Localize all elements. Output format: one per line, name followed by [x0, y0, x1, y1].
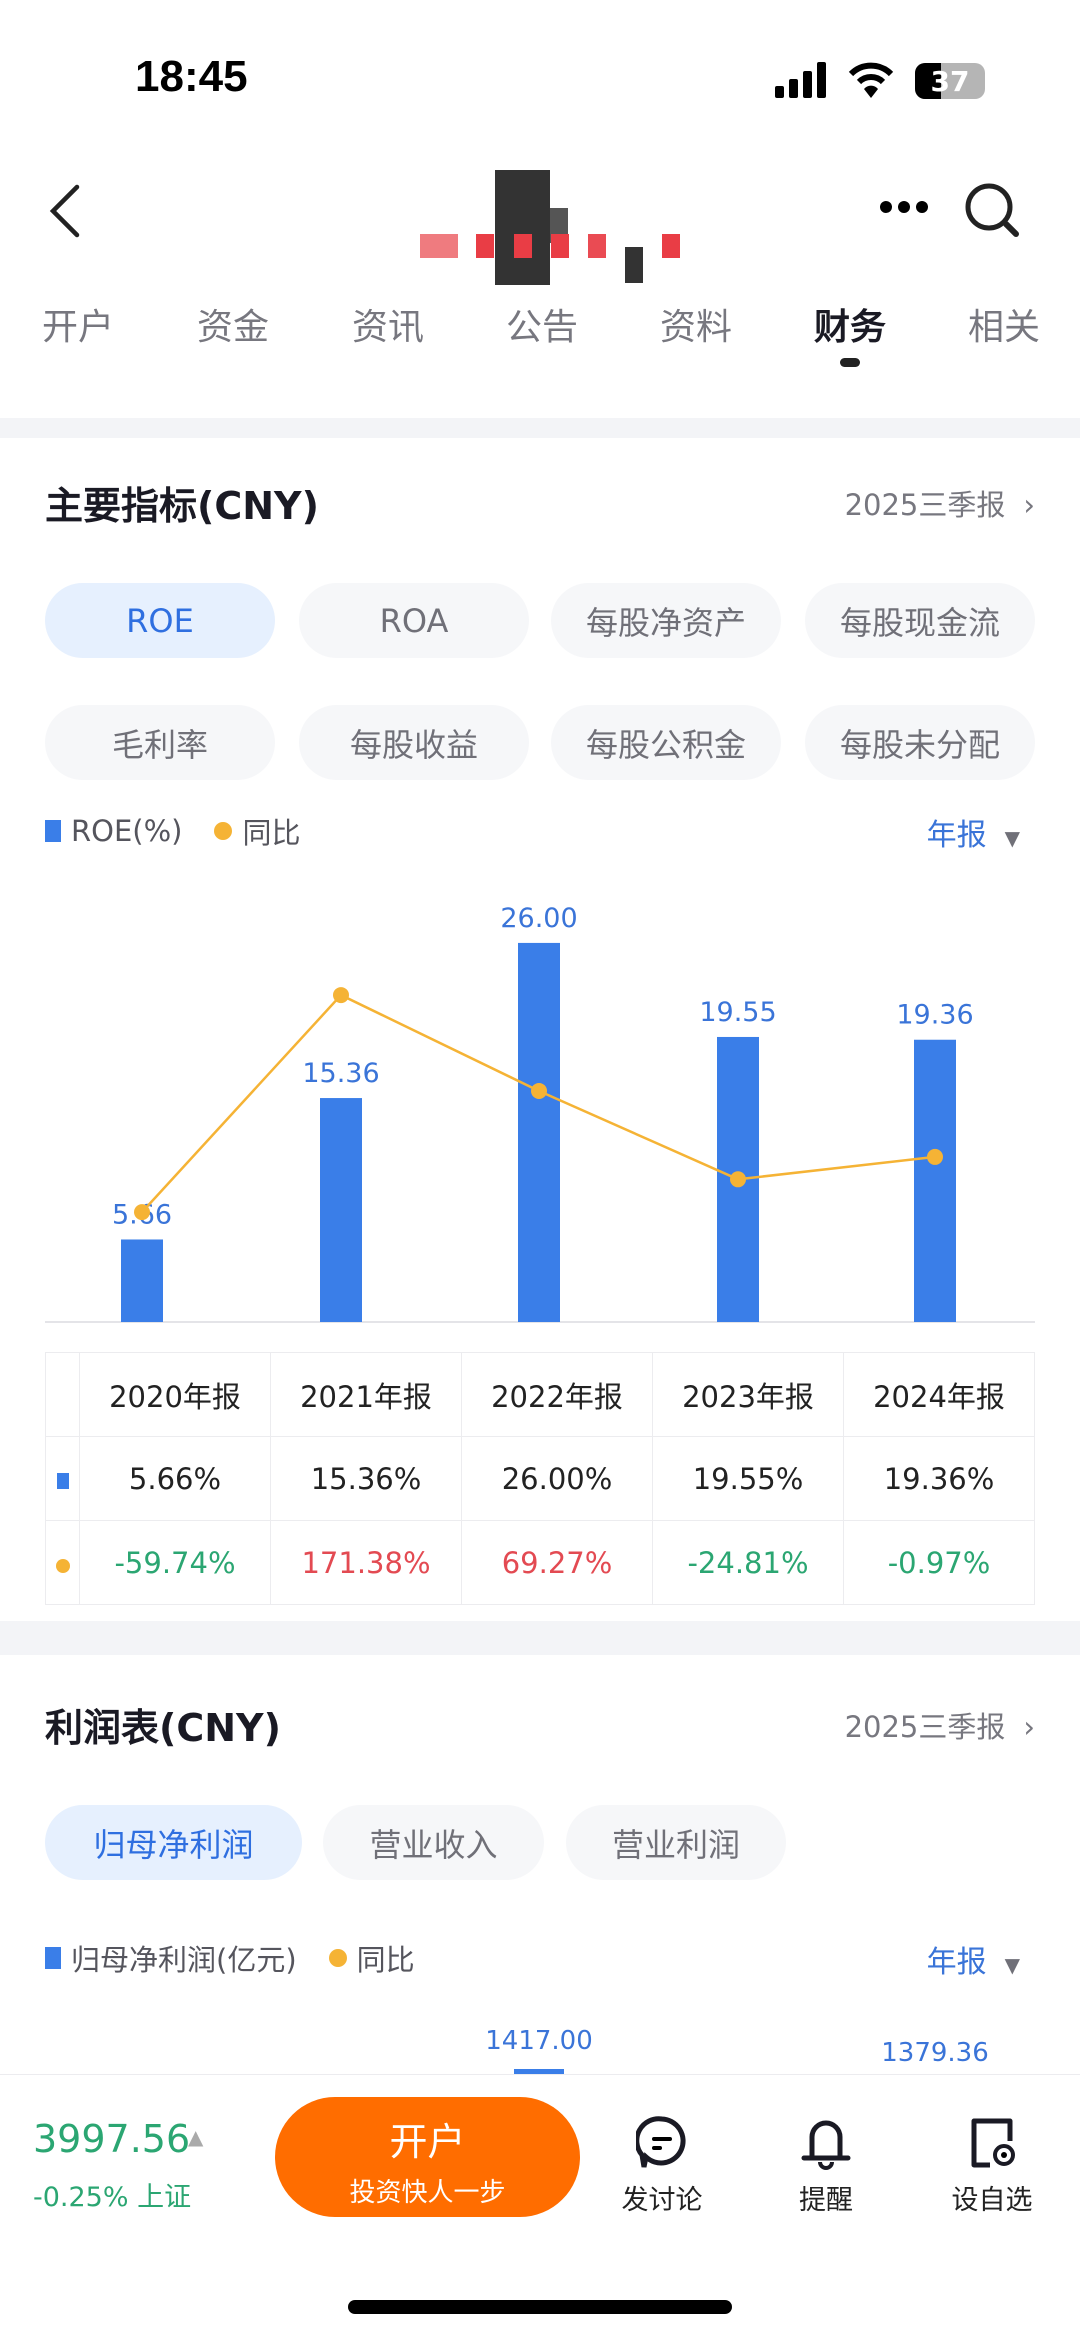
legend-line-swatch [214, 822, 233, 840]
legend-bar-swatch [45, 820, 61, 842]
battery-icon: 37 [915, 63, 985, 99]
table-row-yoy: -59.74% 171.38% 69.27% -24.81% -0.97% [45, 1520, 1035, 1605]
stock-code-redacted [420, 234, 680, 258]
add-watchlist-button[interactable]: 设自选 [942, 2115, 1042, 2217]
search-icon[interactable] [962, 180, 1024, 242]
bar [914, 1039, 956, 1322]
signal-icon [775, 62, 826, 98]
table-cell: -0.97% [843, 1520, 1035, 1605]
tab-open-account[interactable]: 开户 [41, 307, 114, 348]
period-select[interactable]: 年报 ▼ [926, 818, 1020, 853]
chat-icon [634, 2116, 686, 2168]
period-select[interactable]: 年报 ▼ [926, 1945, 1020, 1980]
chip-operating-profit[interactable]: 营业利润 [566, 1805, 786, 1880]
back-icon[interactable] [45, 183, 85, 239]
chart-legend: ROE(%) 同比 [45, 810, 301, 852]
chip-roa[interactable]: ROA [299, 583, 529, 658]
bottom-bar: 3997.56 ▲ -0.25% 上证 开户 投资快人一步 发讨论 提醒 设自选 [0, 2074, 1080, 2341]
yoy-point [927, 1148, 943, 1165]
table-cell: 5.66% [79, 1436, 271, 1521]
section-title: 利润表(CNY) [45, 1706, 281, 1750]
legend-line-swatch [328, 1949, 347, 1967]
active-tab-indicator [840, 358, 860, 367]
chip-net-profit[interactable]: 归母净利润 [45, 1805, 302, 1880]
period-link[interactable]: 2025三季报 › [844, 488, 1035, 522]
table-cell: -24.81% [652, 1520, 844, 1605]
caret-down-icon: ▼ [1004, 1953, 1020, 1977]
section-title: 主要指标(CNY) [45, 484, 319, 528]
more-icon[interactable] [878, 197, 930, 217]
chip-gross-margin[interactable]: 毛利率 [45, 705, 275, 780]
table-header: 2021年报 [270, 1352, 462, 1437]
discuss-button[interactable]: 发讨论 [612, 2115, 712, 2217]
chevron-right-icon: › [1023, 1710, 1035, 1744]
tab-announcements[interactable]: 公告 [505, 307, 578, 348]
home-indicator [348, 2300, 732, 2314]
table-cell: -59.74% [79, 1520, 271, 1605]
chip-eps[interactable]: 每股收益 [299, 705, 529, 780]
bar-swatch-icon [56, 1472, 69, 1489]
section-divider [0, 1621, 1080, 1655]
up-triangle-icon: ▲ [188, 2125, 204, 2149]
tab-finance[interactable]: 财务 [813, 307, 886, 348]
add-watchlist-icon [971, 2118, 1015, 2168]
yoy-point [333, 987, 349, 1004]
chip-roe[interactable]: ROE [45, 583, 275, 658]
yoy-point [134, 1204, 150, 1221]
chart-legend: 归母净利润(亿元) 同比 [45, 1937, 415, 1979]
bar-value-label: 19.55 [699, 997, 776, 1028]
chip-reserve-ps[interactable]: 每股公积金 [551, 705, 781, 780]
yoy-point [730, 1171, 746, 1188]
table-header-row: 2020年报 2021年报 2022年报 2023年报 2024年报 [45, 1352, 1035, 1437]
bar [320, 1098, 362, 1322]
bar [514, 2069, 564, 2075]
wifi-icon [848, 62, 894, 98]
table-cell: 69.27% [461, 1520, 653, 1605]
status-time: 18:45 [135, 52, 248, 101]
table-header: 2023年报 [652, 1352, 844, 1437]
index-change: -0.25% 上证 [33, 2182, 192, 2213]
roe-table: 2020年报 2021年报 2022年报 2023年报 2024年报 5.66%… [45, 1352, 1035, 1605]
open-account-button[interactable]: 开户 投资快人一步 [275, 2097, 580, 2217]
table-header: 2024年报 [843, 1352, 1035, 1437]
bar-value-label: 15.36 [302, 1058, 379, 1089]
chip-cfps[interactable]: 每股现金流 [805, 583, 1035, 658]
section-divider [0, 418, 1080, 438]
tab-funds[interactable]: 资金 [196, 307, 269, 348]
bar-value-label: 1417.00 [485, 2026, 593, 2056]
chip-revenue[interactable]: 营业收入 [323, 1805, 544, 1880]
table-cell: 15.36% [270, 1436, 462, 1521]
chip-undistributed-ps[interactable]: 每股未分配 [805, 705, 1035, 780]
table-cell: 171.38% [270, 1520, 462, 1605]
bar-value-label: 19.36 [896, 1000, 973, 1031]
bar-value-label: 26.00 [500, 903, 577, 934]
period-link[interactable]: 2025三季报 › [844, 1710, 1035, 1744]
alert-button[interactable]: 提醒 [776, 2115, 876, 2217]
chip-bvps[interactable]: 每股净资产 [551, 583, 781, 658]
tab-related[interactable]: 相关 [967, 307, 1040, 348]
index-value[interactable]: 3997.56 [33, 2117, 191, 2161]
caret-down-icon: ▼ [1004, 826, 1020, 850]
bell-icon [801, 2120, 851, 2170]
table-header: 2022年报 [461, 1352, 653, 1437]
table-cell: 26.00% [461, 1436, 653, 1521]
table-cell: 19.36% [843, 1436, 1035, 1521]
yoy-point [531, 1082, 547, 1099]
table-header: 2020年报 [79, 1352, 271, 1437]
bar [518, 942, 560, 1322]
table-row-roe: 5.66% 15.36% 26.00% 19.55% 19.36% [45, 1436, 1035, 1521]
table-cell: 19.55% [652, 1436, 844, 1521]
line-swatch-icon [55, 1558, 70, 1573]
tab-news[interactable]: 资讯 [351, 307, 424, 348]
bar-value-label: 1379.36 [881, 2038, 989, 2068]
legend-bar-swatch [45, 1947, 61, 1969]
bar [121, 1239, 163, 1322]
tab-profile[interactable]: 资料 [659, 307, 732, 348]
chevron-right-icon: › [1023, 488, 1035, 522]
